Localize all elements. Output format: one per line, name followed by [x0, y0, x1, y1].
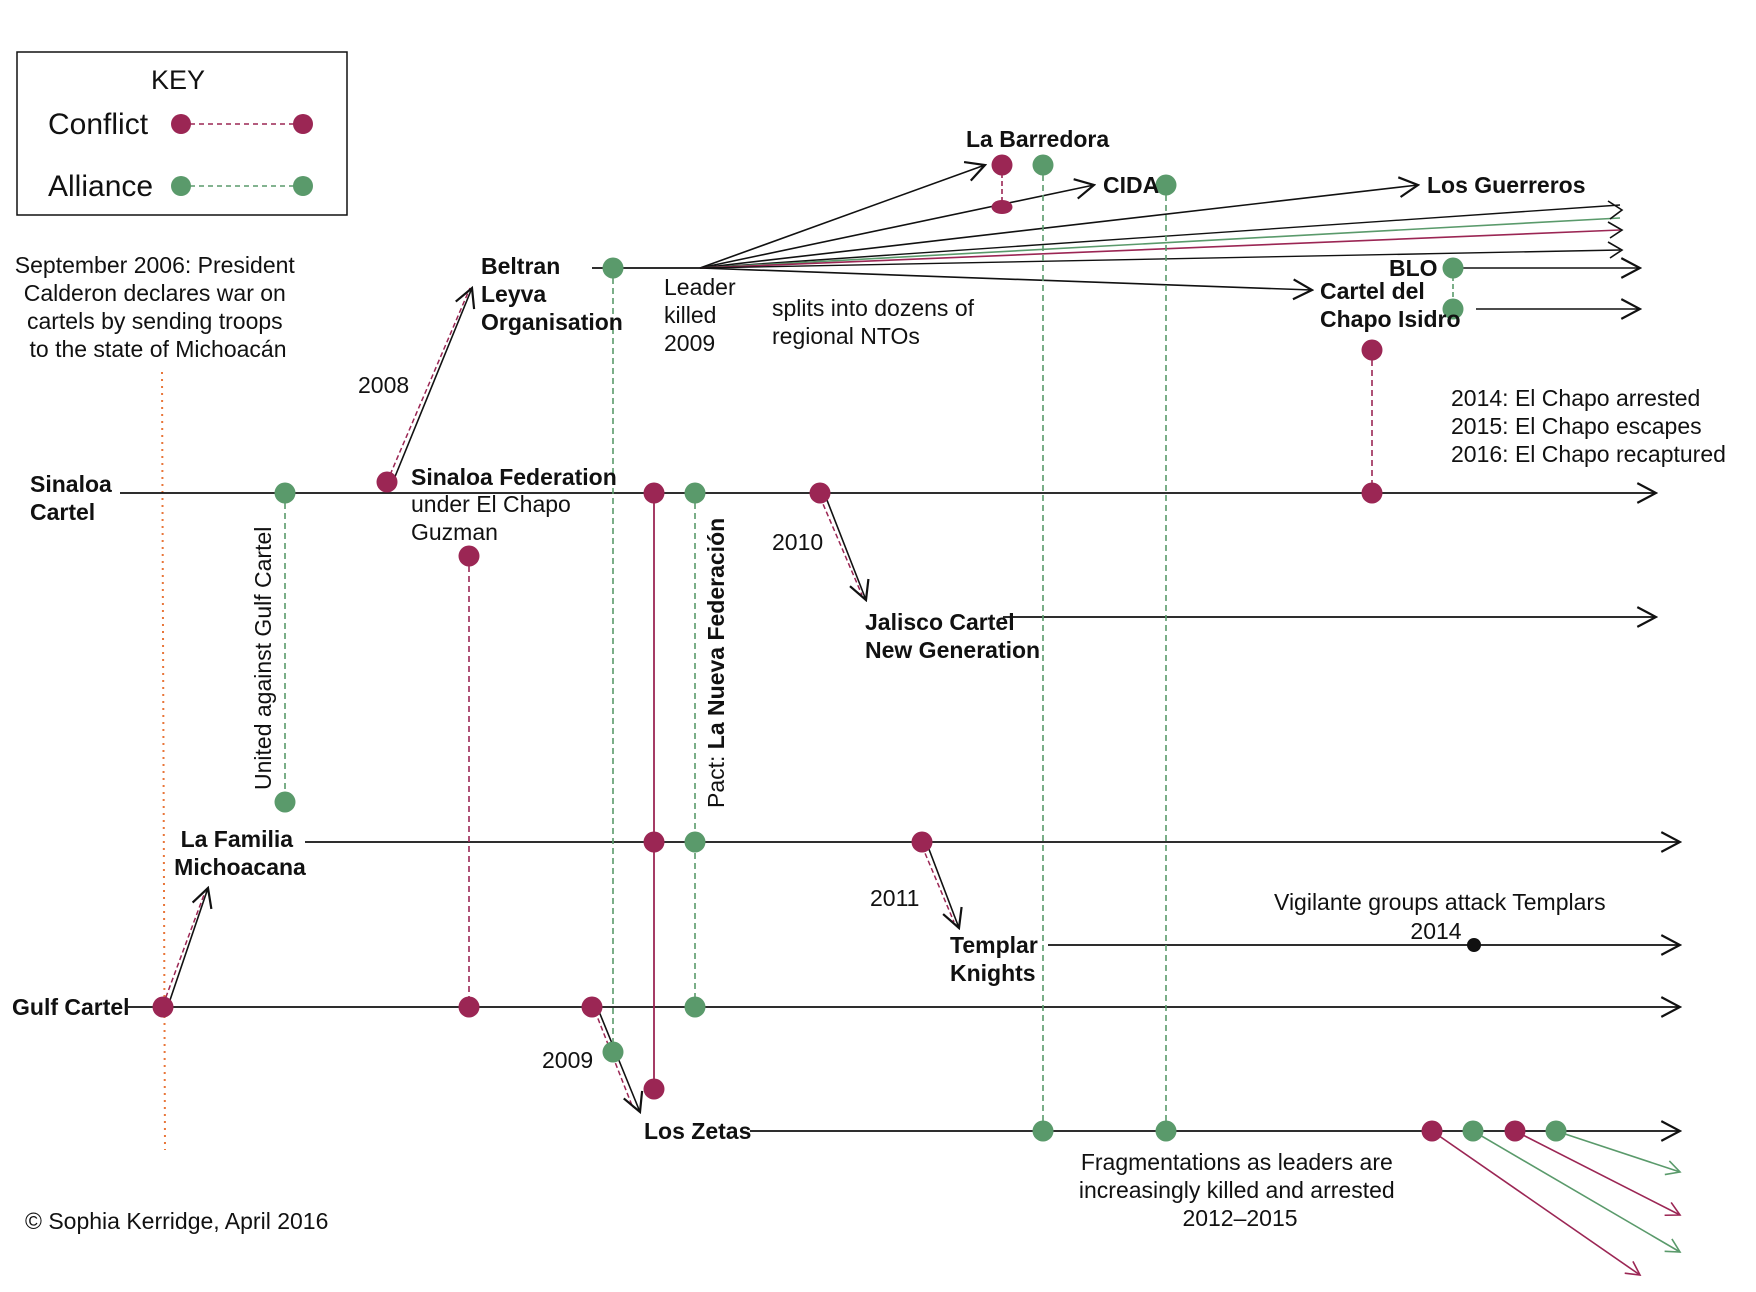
pact-nueva-federacion-label: Pact: La Nueva Federación	[703, 518, 729, 808]
legend-alliance-symbol	[171, 176, 313, 196]
beltran-leyva-label: Beltran Leyva Organisation	[481, 253, 623, 335]
zetas-fragmentation-arrows	[1431, 1130, 1680, 1275]
la-barredora-label: La Barredora	[966, 126, 1109, 152]
alliance-dot	[1442, 257, 1464, 279]
legend-title: KEY	[151, 65, 205, 95]
templar-knights-label: Templar Knights	[950, 932, 1044, 986]
blo-label: BLO	[1389, 255, 1438, 281]
alliance-dot	[274, 791, 296, 813]
war-declaration-note: September 2006: President Calderon decla…	[15, 252, 301, 362]
alliance-dot	[1462, 1120, 1484, 1142]
war-declaration-line	[161, 371, 166, 1151]
conflict-dot	[1421, 1120, 1443, 1142]
conflict-dot	[991, 154, 1013, 176]
year-2009-label: 2009	[542, 1047, 593, 1073]
alliance-dot	[684, 482, 706, 504]
alliance-dot	[602, 257, 624, 279]
fragmentation-note: Fragmentations as leaders are increasing…	[1079, 1149, 1401, 1231]
year-2011-label: 2011	[870, 885, 919, 911]
united-against-gulf-label: United against Gulf Cartel	[250, 527, 276, 790]
vigilante-event-dot	[1467, 938, 1481, 952]
splits-note: splits into dozens of regional NTOs	[772, 295, 980, 349]
alliance-dot	[1545, 1120, 1567, 1142]
conflict-dot	[1361, 482, 1383, 504]
alliance-dot	[1032, 154, 1054, 176]
beltran-leyva-fan	[699, 165, 1640, 309]
conflict-dot	[1361, 339, 1383, 361]
split-arrows-2008	[386, 288, 472, 485]
conflict-dot	[581, 996, 603, 1018]
conflict-dot	[458, 545, 480, 567]
conflict-dot	[643, 1078, 665, 1100]
conflict-dot	[643, 831, 665, 853]
la-familia-label: La Familia Michoacana	[174, 826, 306, 880]
year-2010-label: 2010	[772, 529, 823, 555]
conflict-dot	[809, 482, 831, 504]
split-arrows-2011	[921, 843, 959, 928]
los-guerreros-label: Los Guerreros	[1427, 172, 1586, 198]
vigilante-note: Vigilante groups attack Templars 2014	[1274, 889, 1612, 944]
split-arrows-gulf-familia	[162, 888, 208, 1007]
conflict-dot	[458, 996, 480, 1018]
alliance-dot	[684, 996, 706, 1018]
legend-alliance-label: Alliance	[48, 170, 153, 203]
conflict-dots	[152, 154, 1526, 1142]
year-2008-label: 2008	[358, 372, 409, 398]
alliance-dot	[1155, 1120, 1177, 1142]
el-chapo-note: 2014: El Chapo arrested 2015: El Chapo e…	[1451, 385, 1726, 467]
legend-box: KEY Conflict Alliance	[16, 51, 348, 216]
los-zetas-label: Los Zetas	[644, 1118, 751, 1144]
cida-label: CIDA	[1103, 172, 1159, 198]
conflict-dot	[152, 996, 174, 1018]
sinaloa-federation-label: Sinaloa Federation under El Chapo Guzman	[411, 464, 623, 545]
split-arrows-2010	[819, 494, 866, 600]
conflict-dot	[1504, 1120, 1526, 1142]
conflict-dot	[376, 471, 398, 493]
alliance-dot	[1155, 174, 1177, 196]
alliance-dot	[1032, 1120, 1054, 1142]
legend-conflict-symbol	[171, 114, 313, 134]
gulf-cartel-label: Gulf Cartel	[12, 994, 130, 1020]
conflict-dot	[911, 831, 933, 853]
leader-killed-note: Leader killed 2009	[664, 274, 742, 356]
cartel-del-chapo-isidro-label: Cartel del Chapo Isidro	[1320, 278, 1461, 332]
alliance-dot	[274, 482, 296, 504]
alliance-dot	[684, 831, 706, 853]
sinaloa-cartel-label: Sinaloa Cartel	[30, 471, 118, 525]
alliance-dot	[602, 1041, 624, 1063]
alliance-dot	[1442, 298, 1464, 320]
conflict-dot	[991, 200, 1013, 214]
alliance-dots	[274, 154, 1567, 1142]
copyright-text: © Sophia Kerridge, April 2016	[25, 1208, 328, 1234]
jalisco-label: Jalisco Cartel New Generation	[865, 609, 1040, 663]
conflict-dot	[643, 482, 665, 504]
legend-conflict-label: Conflict	[48, 108, 149, 141]
relationship-links	[284, 165, 1454, 1131]
